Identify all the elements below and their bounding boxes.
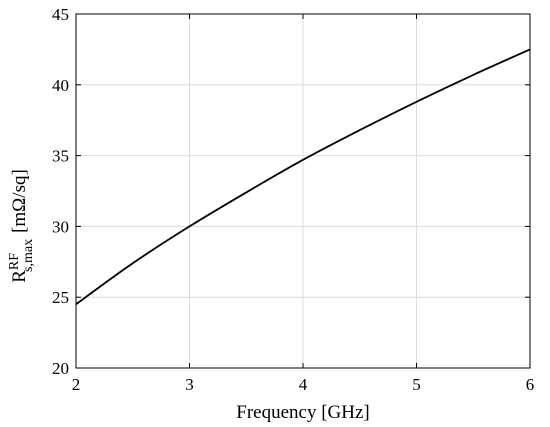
y-tick-label: 45 [52, 5, 69, 24]
y-axis-title: RRFs,max [mΩ/sq] [7, 169, 36, 283]
x-tick-label: 4 [299, 375, 308, 394]
x-tick-label: 3 [185, 375, 194, 394]
y-axis-title-superscript: RF [7, 253, 22, 270]
y-tick-label: 30 [52, 217, 69, 236]
y-tick-label: 20 [52, 359, 69, 378]
x-tick-labels: 2 3 4 5 6 [72, 375, 535, 394]
y-axis-title-main: R [9, 270, 30, 283]
y-axis-title-subscript: s,max [21, 239, 36, 272]
x-tick-label: 2 [72, 375, 81, 394]
y-tick-label: 25 [52, 288, 69, 307]
x-tick-label: 6 [526, 375, 535, 394]
y-tick-label: 40 [52, 76, 69, 95]
x-tick-label: 5 [412, 375, 421, 394]
y-tick-labels: 20 25 30 35 40 45 [52, 5, 69, 378]
series-line [75, 48, 531, 306]
x-axis-title: Frequency [GHz] [236, 402, 369, 423]
y-axis-title-unit: [mΩ/sq] [9, 169, 30, 233]
grid-lines [75, 13, 531, 369]
y-tick-label: 35 [52, 147, 69, 166]
axis-ticks [75, 13, 531, 369]
